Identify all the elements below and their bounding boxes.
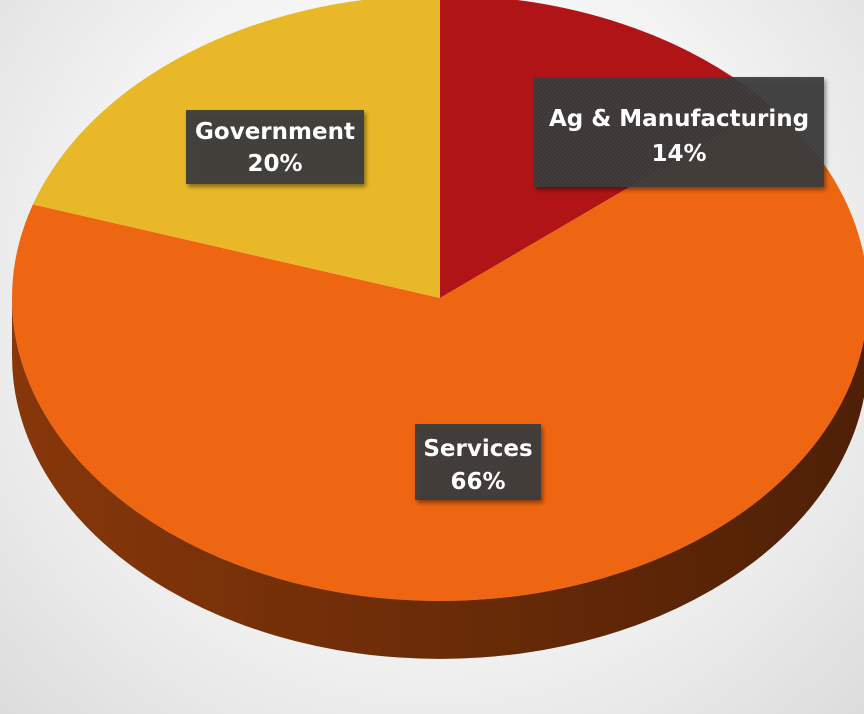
side-wall-shade-services — [12, 298, 864, 659]
pie-side-walls — [12, 298, 864, 659]
data-label-services-name: Services — [423, 436, 532, 462]
data-label-ag-manufacturing-value: 14% — [651, 141, 706, 167]
data-label-government: Government 20% — [186, 110, 364, 184]
data-label-ag-manufacturing-name: Ag & Manufacturing — [549, 106, 809, 132]
data-label-services-value: 66% — [450, 469, 505, 495]
data-label-ag-manufacturing: Ag & Manufacturing 14% — [534, 77, 824, 187]
pie-slice-services — [12, 104, 864, 601]
data-label-government-name: Government — [195, 119, 355, 145]
data-label-government-value: 20% — [247, 151, 302, 177]
data-label-services: Services 66% — [415, 424, 541, 500]
